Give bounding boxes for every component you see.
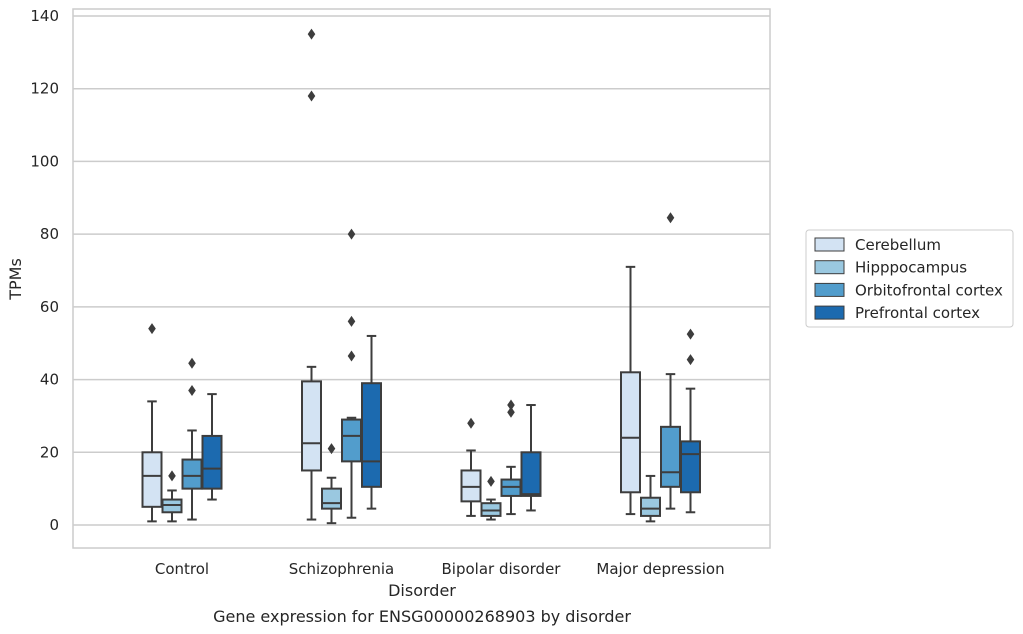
legend-swatch — [814, 260, 845, 275]
y-tick-label: 20 — [40, 443, 59, 461]
box-body — [361, 382, 382, 488]
box — [500, 399, 522, 516]
box — [660, 212, 681, 510]
box — [181, 357, 203, 521]
outlier-point — [188, 357, 196, 369]
box-body — [301, 380, 322, 472]
box — [341, 228, 362, 519]
box — [680, 328, 701, 514]
outlier-point — [148, 323, 156, 335]
outlier-point — [168, 470, 176, 482]
legend-label: Hipppocampus — [855, 259, 967, 277]
box-body — [620, 371, 641, 494]
outlier-point — [307, 90, 316, 102]
outlier-point — [686, 354, 695, 366]
box — [301, 28, 322, 521]
box — [520, 404, 542, 512]
y-tick-label: 0 — [49, 516, 59, 534]
grid-lines — [73, 15, 770, 526]
legend-swatch — [814, 305, 845, 320]
box-body — [321, 487, 342, 510]
outlier-point — [507, 399, 515, 411]
y-tick-label: 140 — [30, 7, 59, 25]
legend-frame — [805, 229, 1014, 328]
x-axis-label: Disorder — [388, 581, 456, 600]
legend-swatch — [814, 237, 845, 252]
x-tick-label: Bipolar disorder — [442, 560, 562, 578]
plot-frame — [72, 8, 771, 549]
series-orbitofrontal-cortex — [181, 212, 681, 521]
box — [201, 393, 223, 501]
outlier-point — [347, 228, 356, 240]
outlier-point — [347, 315, 356, 327]
y-tick-label: 100 — [30, 152, 59, 170]
box-body — [640, 496, 661, 517]
legend-label: Orbitofrontal cortex — [855, 281, 1003, 299]
y-tick-label: 120 — [30, 80, 59, 98]
outlier-point — [467, 417, 475, 429]
box — [361, 334, 382, 510]
box — [640, 474, 661, 523]
x-tick-labels: Control Schizophrenia Bipolar disorder Majo… — [155, 560, 725, 578]
y-tick-labels: 0 20 40 60 80 100 120 140 — [30, 7, 59, 534]
legend-label: Cerebellum — [855, 236, 941, 254]
box — [480, 475, 502, 521]
x-tick-label: Schizophrenia — [289, 560, 394, 578]
box-series — [141, 28, 701, 525]
x-tick-label: Control — [155, 560, 209, 578]
box-body — [181, 458, 203, 490]
y-tick-label: 80 — [40, 225, 59, 243]
outlier-point — [307, 28, 316, 40]
series-prefrontal-cortex — [201, 328, 701, 514]
box-body — [201, 434, 223, 490]
box-body — [680, 440, 701, 494]
y-tick-label: 60 — [40, 298, 59, 316]
x-tick-label: Major depression — [596, 560, 724, 578]
outlier-point — [686, 328, 695, 340]
outlier-point — [507, 406, 515, 418]
outlier-point — [327, 443, 336, 455]
box-body — [341, 418, 362, 463]
box — [460, 417, 482, 517]
series-cerebellum — [141, 28, 641, 523]
series-hipppocampus — [161, 443, 661, 525]
box — [321, 443, 342, 525]
box-body — [520, 451, 542, 497]
figure-caption: Gene expression for ENSG00000268903 by d… — [213, 607, 631, 626]
outlier-point — [347, 350, 356, 362]
box-body — [141, 451, 163, 508]
y-axis-label: TPMs — [6, 258, 25, 301]
box-body — [660, 425, 681, 488]
outlier-point — [666, 212, 675, 224]
box — [620, 265, 641, 516]
outlier-point — [487, 475, 495, 487]
outlier-point — [188, 384, 196, 396]
legend-swatch — [814, 282, 845, 297]
y-tick-label: 40 — [40, 371, 59, 389]
box — [161, 470, 183, 523]
legend-label: Prefrontal cortex — [855, 304, 980, 322]
box — [141, 323, 163, 523]
legend: Cerebellum Hipppocampus Orbitofrontal cort… — [805, 229, 1014, 328]
